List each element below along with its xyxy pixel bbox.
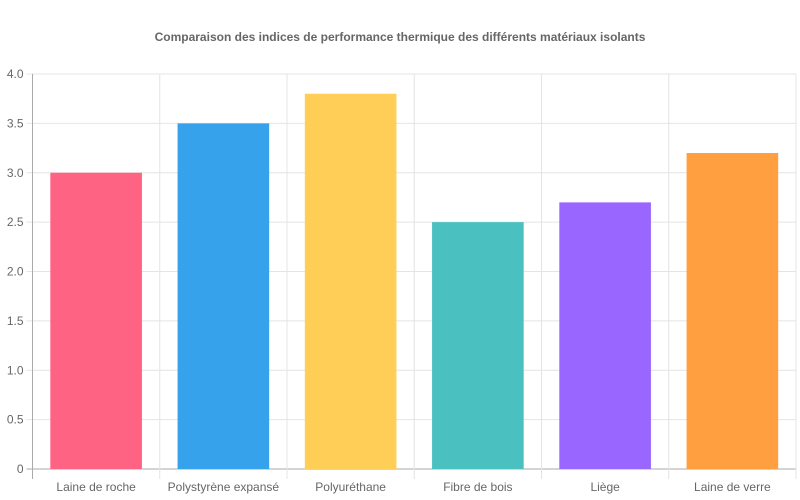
y-tick-label: 3.5 xyxy=(7,116,24,130)
y-tick-label: 2.0 xyxy=(7,265,24,279)
bar[interactable] xyxy=(686,153,779,469)
y-axis: 0 0.5 1.0 1.5 2.0 2.5 3.0 3.5 4.0 xyxy=(7,67,24,476)
y-tick-label: 0.5 xyxy=(7,413,24,427)
bar[interactable] xyxy=(177,123,270,469)
chart-title: Comparaison des indices de performance t… xyxy=(155,30,646,44)
y-tick-label: 4.0 xyxy=(7,67,24,81)
x-tick-label: Fibre de bois xyxy=(443,480,512,494)
bar[interactable] xyxy=(50,172,142,469)
x-tick-label: Polyuréthane xyxy=(315,480,386,494)
x-tick-label: Laine de roche xyxy=(56,480,136,494)
x-tick-label: Liège xyxy=(590,480,620,494)
y-tick-label: 3.0 xyxy=(7,166,24,180)
y-tick-label: 0 xyxy=(17,462,24,476)
x-tick-label: Laine de verre xyxy=(694,480,771,494)
bar[interactable] xyxy=(559,202,651,469)
y-tick-label: 2.5 xyxy=(7,215,24,229)
y-tick-label: 1.0 xyxy=(7,363,24,377)
x-axis: Laine de roche Polystyrène expansé Polyuré… xyxy=(56,480,771,494)
grid xyxy=(26,73,797,479)
bar[interactable] xyxy=(304,93,397,469)
y-tick-label: 1.5 xyxy=(7,314,24,328)
bars xyxy=(50,93,779,469)
bar[interactable] xyxy=(432,222,524,469)
x-tick-label: Polystyrène expansé xyxy=(168,480,280,494)
